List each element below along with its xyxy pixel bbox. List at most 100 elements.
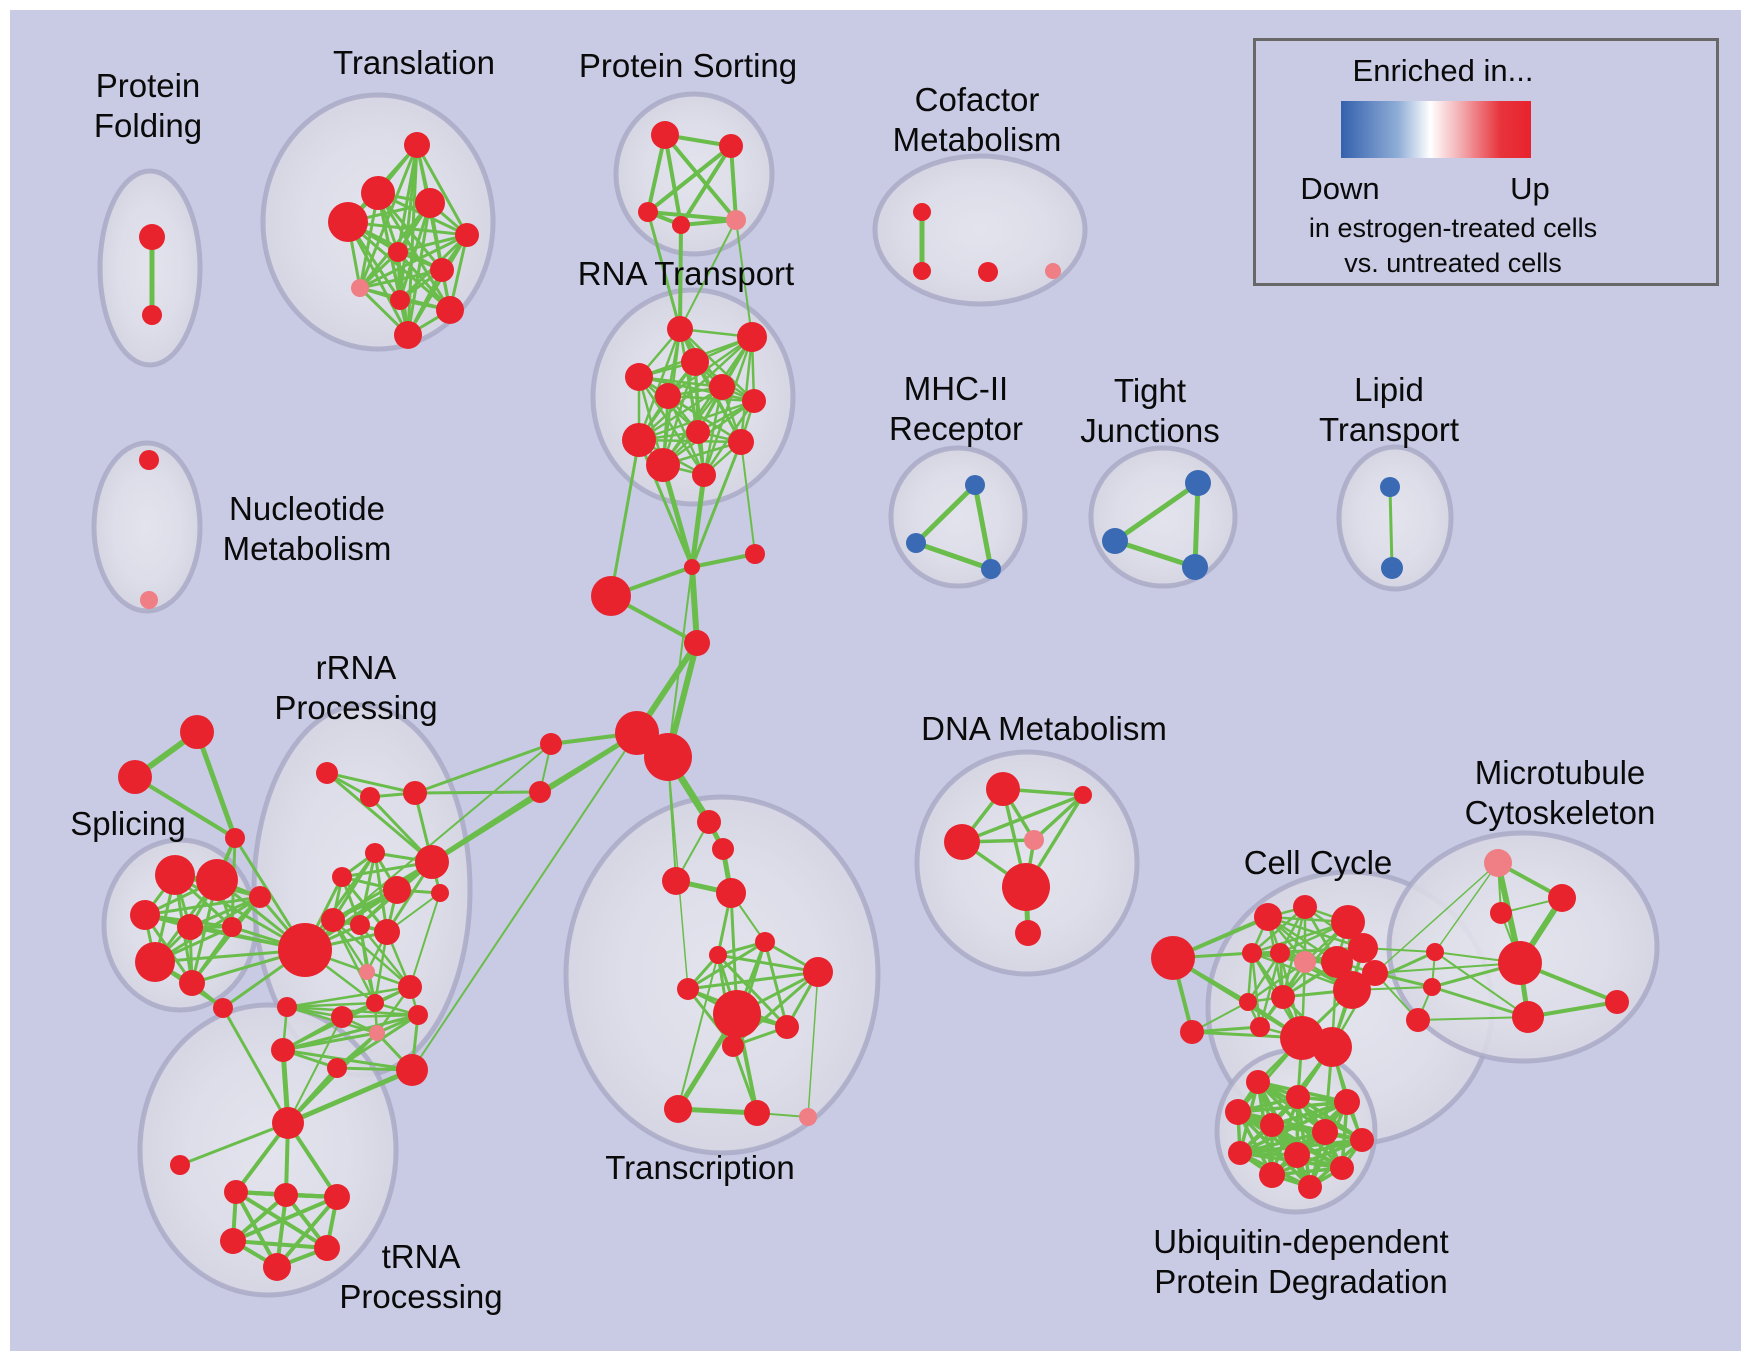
- gene-set-node-mt6: [1423, 978, 1441, 996]
- gene-set-node-tri1: [180, 715, 214, 749]
- enrichment-edge: [359, 268, 443, 290]
- gene-set-node-ch4: [684, 630, 710, 656]
- gene-set-node-rr12: [359, 964, 375, 980]
- enrichment-edge: [1239, 1130, 1326, 1155]
- enrichment-edge: [282, 1048, 413, 1072]
- cluster-label-translation: Translation: [333, 44, 495, 81]
- gene-set-node-ps2: [719, 134, 743, 158]
- gene-set-node-cc14: [1180, 1020, 1204, 1044]
- gene-set-node-rr5: [415, 845, 449, 879]
- gene-set-node-cc9: [1348, 933, 1378, 963]
- enrichment-edge: [1113, 480, 1200, 544]
- gene-set-node-rr17: [408, 1005, 428, 1025]
- gene-set-node-rr9: [321, 908, 345, 932]
- enrichment-edge: [286, 1031, 379, 1125]
- gene-set-node-ub1: [1246, 1070, 1270, 1094]
- gene-set-node-mt2: [1548, 884, 1576, 912]
- gene-set-node-tx11: [722, 1035, 744, 1057]
- legend: Enriched in... Down Up in estrogen-treat…: [1253, 38, 1719, 286]
- cluster-label-cell-cycle: Cell Cycle: [1244, 844, 1393, 881]
- gene-set-node-tr5: [314, 1235, 340, 1261]
- gene-set-node-mt8: [1605, 990, 1629, 1014]
- gene-set-node-tx5: [755, 932, 775, 952]
- gene-set-node-sp2: [196, 859, 238, 901]
- enrichment-edge: [232, 1239, 328, 1250]
- enrichment-edge: [411, 732, 638, 1071]
- gene-set-node-tj2: [1102, 528, 1128, 554]
- gene-set-node-tri3: [225, 828, 245, 848]
- gene-set-node-tl2: [361, 176, 395, 210]
- enrichment-edge: [287, 1067, 413, 1126]
- gene-set-node-tl7: [430, 258, 454, 282]
- gene-set-node-cc17: [1333, 971, 1371, 1009]
- gene-set-node-ps5: [726, 210, 746, 230]
- gene-set-node-ub2: [1286, 1085, 1310, 1109]
- enrichment-edge: [398, 144, 419, 301]
- gene-set-node-tl5: [455, 223, 479, 247]
- gene-set-node-tr3: [324, 1184, 350, 1210]
- gene-set-node-ub7: [1350, 1128, 1374, 1152]
- gene-set-node-cc12: [1239, 993, 1257, 1011]
- gene-set-node-sp4: [177, 914, 203, 940]
- gene-set-node-tl10: [436, 296, 464, 324]
- gene-set-node-tl6: [388, 242, 408, 262]
- gene-set-node-pf1: [139, 224, 165, 250]
- gene-set-node-tx1: [697, 810, 721, 834]
- gene-set-node-rt9: [622, 423, 656, 457]
- enrichment-edge: [133, 775, 237, 840]
- enrichment-edge: [287, 1016, 343, 1124]
- gene-set-node-rr10: [350, 915, 370, 935]
- enrichment-edge: [716, 953, 789, 1029]
- enrichment-edge: [679, 328, 755, 402]
- gene-set-node-rt7: [742, 389, 766, 413]
- gene-set-node-rr15: [366, 994, 384, 1012]
- gene-set-node-pf2: [142, 305, 162, 325]
- gene-set-node-ub9: [1284, 1142, 1310, 1168]
- gene-set-node-sp9: [249, 886, 271, 908]
- gene-set-node-rr14: [331, 1006, 353, 1028]
- gene-set-node-ub11: [1259, 1162, 1285, 1188]
- gene-set-node-rr8: [431, 884, 449, 902]
- gene-set-node-cf3: [978, 262, 998, 282]
- enrichment-edge: [1171, 956, 1304, 1040]
- gene-set-node-tx6: [709, 946, 727, 964]
- legend-gradient-bar: [1341, 101, 1531, 158]
- enrichment-edge: [739, 336, 754, 443]
- enrichment-edge: [677, 954, 719, 1110]
- gene-set-node-ps3: [638, 202, 658, 222]
- gene-set-node-mhc3: [981, 559, 1001, 579]
- cluster-ellipse-lipid-transport: [1336, 444, 1454, 592]
- gene-set-node-tl4: [415, 188, 445, 218]
- gene-set-node-rt2: [737, 322, 767, 352]
- enrichment-edge: [1417, 1016, 1529, 1021]
- gene-set-node-cf2: [913, 262, 931, 280]
- enrichment-edge: [398, 202, 432, 301]
- gene-set-node-tl9: [390, 290, 410, 310]
- enrichment-edge: [647, 210, 737, 222]
- enrichment-edge: [415, 144, 469, 236]
- cluster-label-microtubule-cytoskeleton: Microtubule Cytoskeleton: [1465, 754, 1656, 831]
- enrichment-edge: [663, 133, 738, 222]
- enrichment-edge: [406, 202, 432, 336]
- gene-set-node-ub10: [1330, 1156, 1354, 1180]
- cluster-ellipse-mhc-ii-receptor: [888, 445, 1028, 589]
- gene-set-node-dm3: [944, 824, 980, 860]
- gene-set-node-ub5: [1260, 1113, 1284, 1137]
- gene-set-node-tx12: [664, 1095, 692, 1123]
- gene-set-node-dm2: [1074, 786, 1092, 804]
- enrichment-edge: [232, 1195, 338, 1243]
- cluster-label-mhc-ii-receptor: MHC-II Receptor: [889, 370, 1023, 447]
- gene-set-node-sp5: [222, 917, 242, 937]
- enrichment-edge: [689, 474, 707, 568]
- gene-set-node-tx13: [744, 1100, 770, 1126]
- enrichment-edge: [646, 144, 733, 214]
- gene-set-node-cc5: [1242, 943, 1262, 963]
- gene-set-node-ps1: [651, 121, 679, 149]
- gene-set-node-rr6: [332, 867, 352, 887]
- cluster-label-protein-sorting: Protein Sorting: [579, 47, 797, 84]
- cluster-label-transcription: Transcription: [605, 1149, 795, 1186]
- enrichment-edge: [637, 328, 682, 441]
- enrichment-edge: [179, 1121, 289, 1167]
- gene-set-node-rr19: [277, 997, 297, 1017]
